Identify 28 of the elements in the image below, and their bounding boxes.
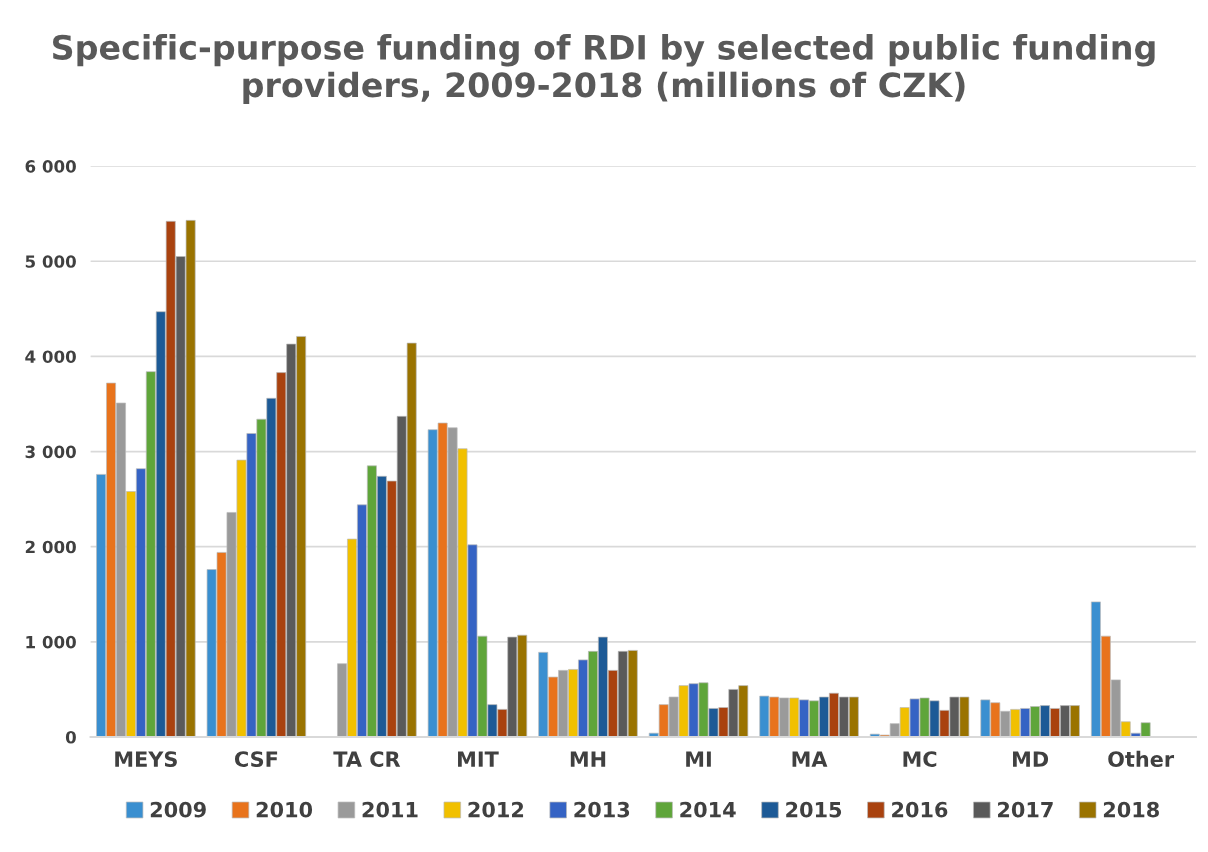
x-tick-label: TA CR xyxy=(333,751,401,767)
legend-label: 2018 xyxy=(1103,801,1159,818)
x-tick-label: MA xyxy=(792,751,828,767)
y-tick-label: 6 000 xyxy=(25,160,76,173)
x-tick-label: MC xyxy=(903,751,937,767)
y-tick-label: 5 000 xyxy=(25,255,76,268)
y-tick-label: 4 000 xyxy=(25,350,76,363)
x-tick-label: MI xyxy=(686,751,711,767)
y-tick-label: 2 000 xyxy=(25,540,76,554)
x-tick-label: MEYS xyxy=(115,751,177,767)
y-tick-label: 0 xyxy=(65,730,76,744)
x-tick-label: Other xyxy=(1108,750,1175,767)
x-tick-label: MH xyxy=(570,751,606,767)
legend-label: 2011 xyxy=(362,801,418,818)
y-tick-label: 1 000 xyxy=(26,635,76,649)
legend-label: 2015 xyxy=(786,801,842,818)
chart-title: Specific-purpose funding of RDI by selected public funding providers, 2009-2018 (millions of CZK) xyxy=(53,34,1155,104)
x-tick-label: MIT xyxy=(458,751,499,767)
legend-label: 2013 xyxy=(574,801,630,818)
legend-label: 2010 xyxy=(256,801,313,818)
y-tick-label: 3 000 xyxy=(25,445,76,459)
legend-label: 2009 xyxy=(150,801,206,818)
legend-label: 2016 xyxy=(892,801,948,818)
legend-label: 2012 xyxy=(468,801,524,818)
legend-label: 2017 xyxy=(998,801,1053,818)
x-tick-label: MD xyxy=(1013,751,1049,767)
legend-label: 2014 xyxy=(680,801,736,818)
x-tick-label: CSF xyxy=(234,751,278,767)
